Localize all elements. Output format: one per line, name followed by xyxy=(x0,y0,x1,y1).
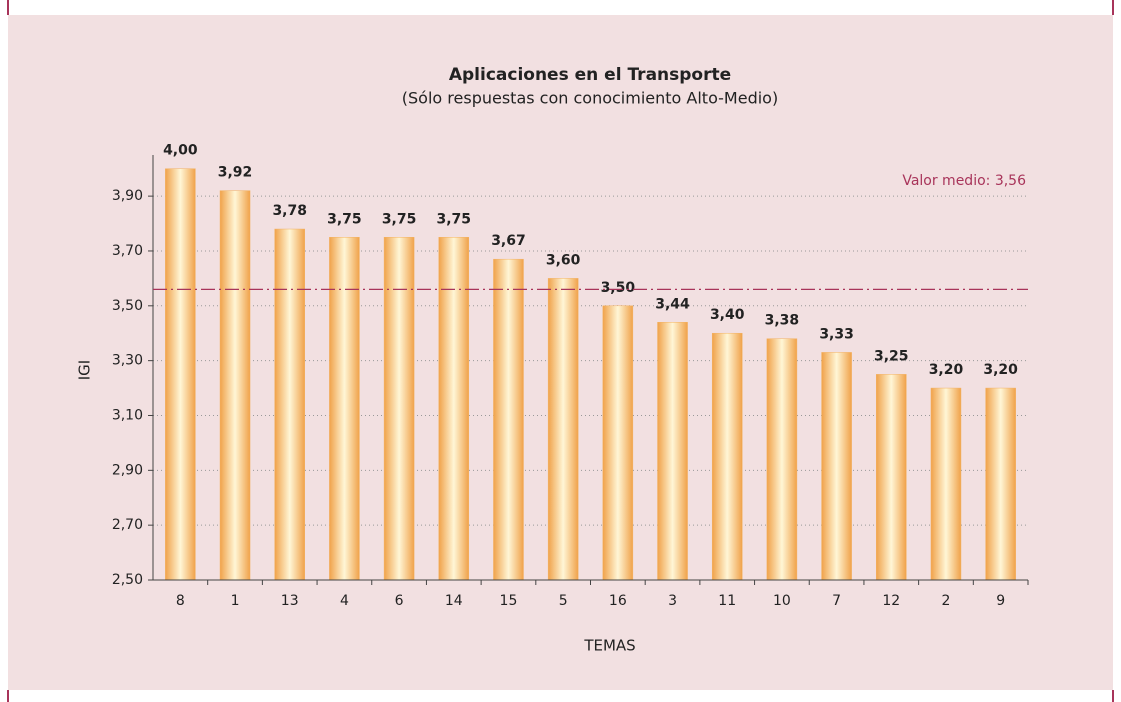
value-label: 3,38 xyxy=(765,313,800,329)
value-label: 3,92 xyxy=(218,165,253,181)
x-tick-label: 9 xyxy=(996,593,1005,609)
value-label: 3,75 xyxy=(382,211,417,227)
bar xyxy=(165,168,196,581)
y-tick-label: 3,90 xyxy=(112,188,143,204)
bar xyxy=(930,387,962,581)
y-tick-label: 3,50 xyxy=(112,298,143,314)
bar xyxy=(821,352,852,581)
bar xyxy=(493,258,524,581)
value-label: 3,44 xyxy=(655,296,690,312)
bar xyxy=(711,332,743,581)
y-tick-label: 3,70 xyxy=(112,243,143,259)
chart-subtitle: (Sólo respuestas con conocimiento Alto-M… xyxy=(402,89,778,108)
x-tick-label: 6 xyxy=(395,593,404,609)
y-tick-label: 2,50 xyxy=(112,572,143,588)
y-tick-label: 2,70 xyxy=(112,517,143,533)
value-label: 3,78 xyxy=(272,203,307,219)
x-tick-label: 12 xyxy=(882,593,900,609)
x-tick-label: 16 xyxy=(609,593,627,609)
bar xyxy=(766,338,798,581)
value-label: 3,40 xyxy=(710,307,745,323)
bar xyxy=(383,237,415,581)
x-tick-label: 13 xyxy=(281,593,299,609)
x-tick-label: 11 xyxy=(718,593,736,609)
x-tick-label: 4 xyxy=(340,593,349,609)
value-label: 3,20 xyxy=(929,362,964,378)
bar xyxy=(438,237,470,581)
value-label: 3,67 xyxy=(491,233,526,249)
x-tick-label: 5 xyxy=(559,593,568,609)
value-label: 3,25 xyxy=(874,348,909,364)
x-tick-label: 7 xyxy=(832,593,841,609)
bar xyxy=(876,374,907,581)
bar xyxy=(657,322,688,581)
x-axis-title: TEMAS xyxy=(583,637,635,655)
bar xyxy=(985,387,1016,581)
x-tick-label: 1 xyxy=(231,593,240,609)
x-tick-label: 15 xyxy=(500,593,518,609)
value-label: 3,60 xyxy=(546,252,581,268)
x-tick-label: 8 xyxy=(176,593,185,609)
x-tick-label: 10 xyxy=(773,593,791,609)
bar xyxy=(602,305,634,581)
value-label: 3,33 xyxy=(819,326,854,342)
value-label: 3,20 xyxy=(983,362,1018,378)
bar xyxy=(274,228,305,581)
value-label: 3,75 xyxy=(327,211,362,227)
chart-title: Aplicaciones en el Transporte xyxy=(449,65,731,85)
value-label: 3,50 xyxy=(601,280,636,296)
x-tick-label: 2 xyxy=(942,593,951,609)
value-label: 4,00 xyxy=(163,143,198,159)
bar xyxy=(219,190,251,581)
bar xyxy=(547,278,579,581)
y-axis-title: IGI xyxy=(76,360,94,380)
y-tick-label: 3,30 xyxy=(112,353,143,369)
x-tick-label: 14 xyxy=(445,593,463,609)
x-tick-label: 3 xyxy=(668,593,677,609)
value-label: 3,75 xyxy=(437,211,472,227)
mean-label: Valor medio: 3,56 xyxy=(902,173,1026,189)
bar xyxy=(329,237,360,581)
y-tick-label: 3,10 xyxy=(112,407,143,423)
y-tick-label: 2,90 xyxy=(112,462,143,478)
